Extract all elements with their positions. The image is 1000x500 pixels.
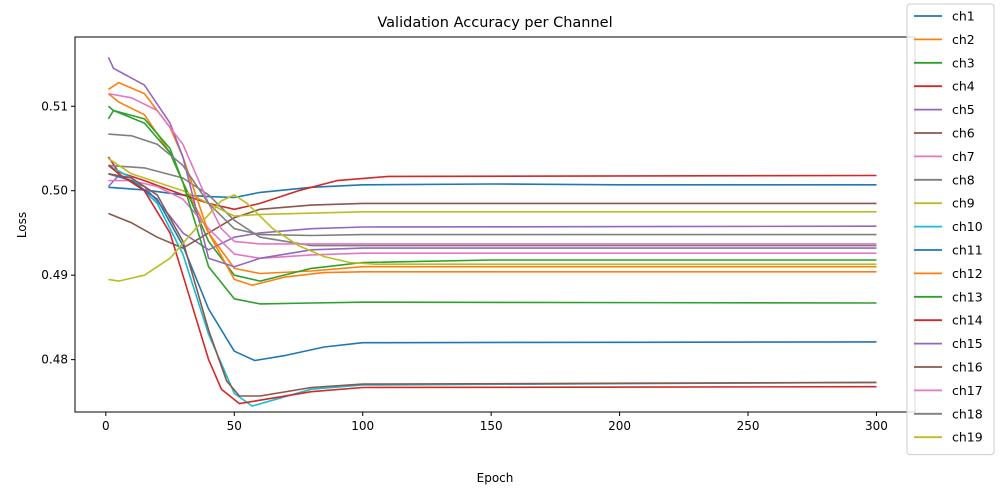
y-tick-label: 0.49 <box>41 268 68 282</box>
legend-label-ch8: ch8 <box>952 172 975 187</box>
legend-label-ch6: ch6 <box>952 126 975 141</box>
series-line-ch6 <box>108 202 877 249</box>
x-tick-label: 0 <box>102 419 110 433</box>
x-tick-label: 100 <box>351 419 374 433</box>
y-tick-label: 0.48 <box>41 353 68 367</box>
y-tick-label: 0.51 <box>41 99 68 113</box>
legend-label-ch18: ch18 <box>952 406 983 421</box>
legend-label-ch4: ch4 <box>952 79 975 94</box>
series-line-ch1 <box>108 183 877 199</box>
legend-label-ch16: ch16 <box>952 360 983 375</box>
legend-label-ch1: ch1 <box>952 9 975 24</box>
series-line-ch8 <box>108 164 877 247</box>
legend-label-ch14: ch14 <box>952 313 983 328</box>
legend-label-ch7: ch7 <box>952 149 975 164</box>
series-line-ch18 <box>108 133 877 237</box>
legend: ch1 ch2 ch3 ch4 ch5 ch6 ch7 ch8 ch9 ch10 ch11 ch12 c… <box>906 3 995 456</box>
series-line-ch10 <box>108 164 877 407</box>
chart-title: Validation Accuracy per Channel <box>377 15 612 31</box>
series-line-ch12 <box>107 81 877 287</box>
series-line-ch5 <box>107 174 877 251</box>
legend-box <box>906 3 995 456</box>
legend-label-ch17: ch17 <box>952 383 983 398</box>
series-line-ch16 <box>108 173 877 397</box>
y-tick-label: 0.50 <box>41 184 68 198</box>
series-layer <box>107 56 877 407</box>
legend-label-ch9: ch9 <box>952 196 975 211</box>
series-line-ch11 <box>108 173 877 362</box>
legend-label-ch11: ch11 <box>952 243 983 258</box>
x-tick-label: 50 <box>227 419 242 433</box>
y-axis-label: Loss <box>15 212 29 238</box>
legend-label-ch13: ch13 <box>952 289 983 304</box>
x-tick-label: 150 <box>480 419 503 433</box>
legend-label-ch3: ch3 <box>952 55 975 70</box>
series-line-ch15 <box>107 56 877 268</box>
x-tick-label: 300 <box>865 419 888 433</box>
series-line-ch17 <box>108 92 877 245</box>
legend-label-ch10: ch10 <box>952 219 983 234</box>
legend-label-ch15: ch15 <box>952 336 983 351</box>
series-line-ch14 <box>107 164 877 405</box>
series-line-ch19 <box>108 194 877 282</box>
series-line-ch3 <box>107 105 877 282</box>
x-axis-label: Epoch <box>477 471 514 485</box>
legend-label-ch19: ch19 <box>952 430 983 445</box>
x-tick-label: 200 <box>608 419 631 433</box>
y-axis: 0.48 0.49 0.50 0.51 <box>41 99 75 367</box>
series-line-ch4 <box>107 156 877 211</box>
x-tick-label: 250 <box>737 419 760 433</box>
series-line-ch7 <box>108 179 877 260</box>
legend-label-ch5: ch5 <box>952 102 975 117</box>
x-axis: 0 50 100 150 200 250 300 <box>102 412 888 433</box>
legend-label-ch2: ch2 <box>952 32 975 47</box>
legend-label-ch12: ch12 <box>952 266 983 281</box>
series-line-ch2 <box>107 92 877 275</box>
series-line-ch13 <box>107 109 877 305</box>
